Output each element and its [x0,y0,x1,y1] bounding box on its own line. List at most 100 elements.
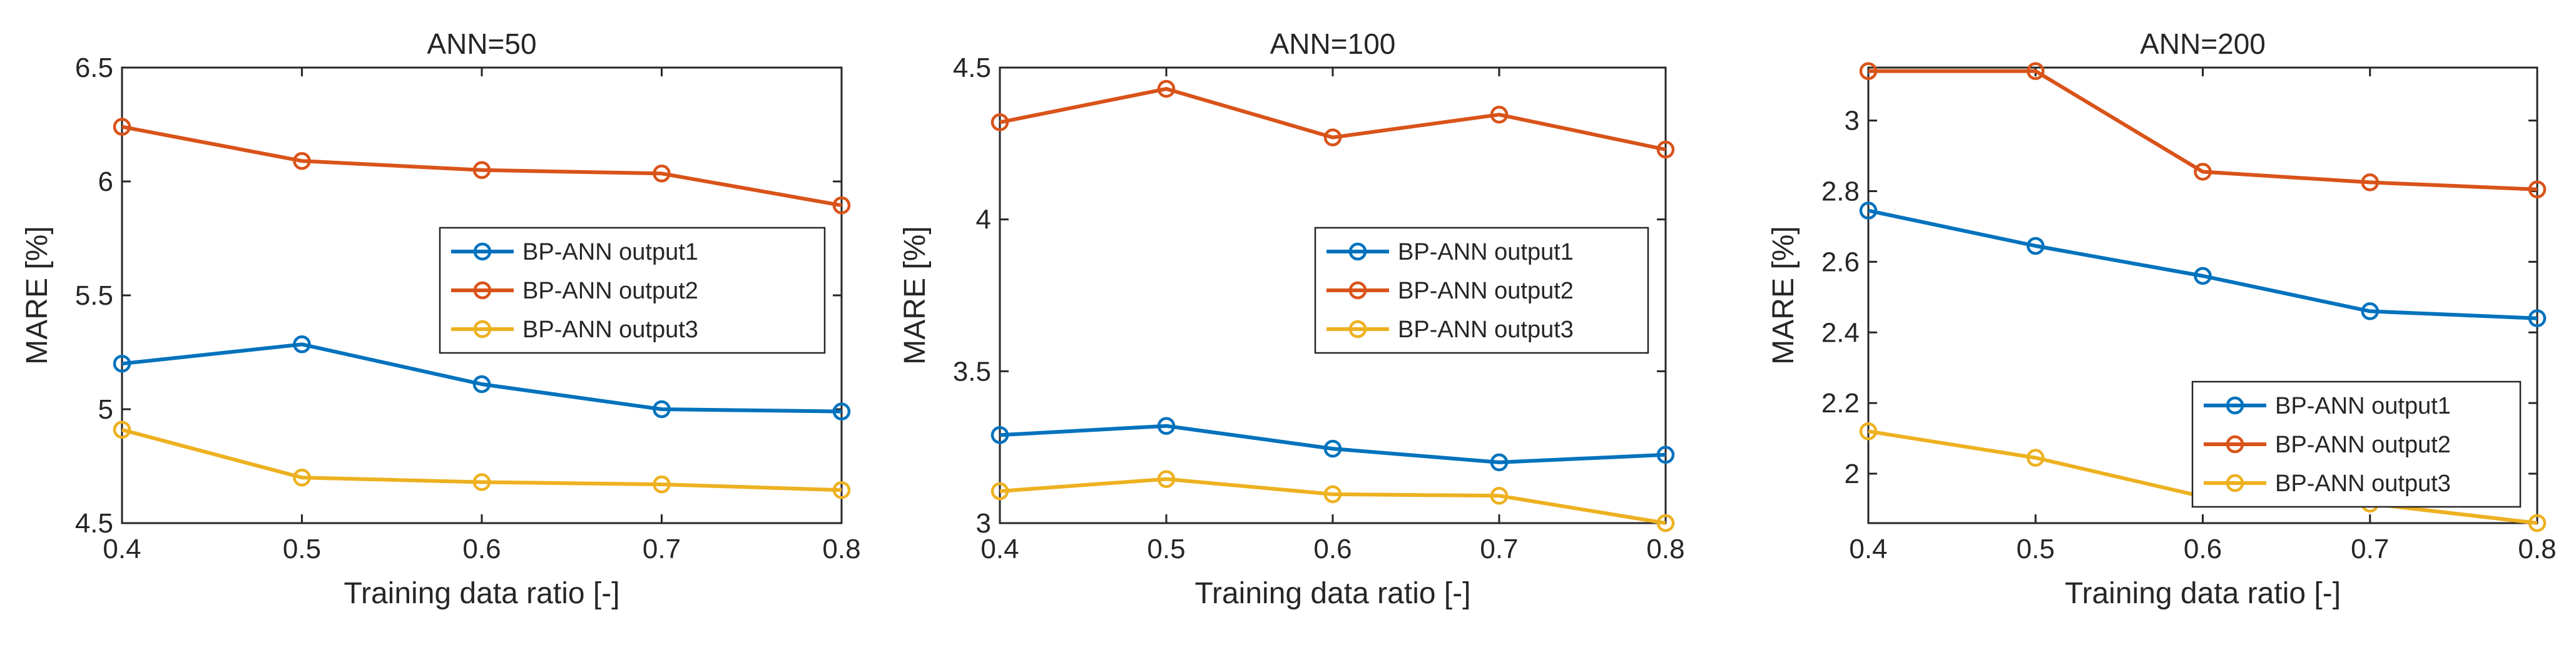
legend-label-output2: BP-ANN output2 [1398,278,1574,304]
legend: BP-ANN output1 BP-ANN output2 BP-ANN outpu… [1314,227,1649,354]
y-tick-label: 4 [976,205,991,235]
y-tick-label: 2.8 [1821,176,1860,207]
data-point-output2 [1859,62,1878,80]
data-point-output3 [653,475,671,494]
data-point-output1 [990,426,1009,444]
y-tick-label: 6.5 [75,53,113,83]
data-point-output3 [1323,485,1342,504]
legend-label-output1: BP-ANN output1 [522,239,698,265]
data-point-output3 [1490,487,1509,505]
data-point-output1 [1490,453,1509,472]
y-tick-label: 6 [98,166,113,197]
data-point-output2 [2361,173,2379,191]
data-point-output2 [2528,180,2547,198]
x-tick-label: 0.4 [103,534,141,564]
data-point-output3 [832,481,851,499]
series-line-output2 [999,87,1666,151]
legend-label-output3: BP-ANN output3 [1398,317,1574,343]
legend-marker-output3 [473,320,492,339]
legend-label-output3: BP-ANN output3 [522,317,698,343]
data-point-output2 [293,151,311,170]
data-point-output3 [472,473,491,491]
data-point-output3 [1656,514,1675,532]
y-tick-label: 3.5 [953,356,991,387]
x-tick-label: 0.8 [1646,534,1684,564]
y-axis-label: MARE [%] [1767,226,1800,364]
y-tick-label: 3 [976,508,991,539]
data-point-output2 [113,118,131,136]
data-point-output1 [1656,446,1675,464]
data-point-output3 [2027,449,2045,467]
legend-marker-output1 [1348,242,1367,261]
y-tick-label: 2.6 [1821,247,1860,277]
data-point-output1 [832,402,851,420]
data-point-output1 [2528,309,2547,327]
data-point-output2 [1323,128,1342,146]
legend-label-output1: BP-ANN output1 [1398,239,1574,265]
x-tick-label: 0.4 [1849,534,1887,564]
data-point-output3 [990,482,1009,501]
data-point-output1 [2361,302,2379,320]
legend-marker-output3 [1348,320,1367,339]
chart-title: ANN=50 [427,28,536,60]
legend-marker-output2 [1348,281,1367,300]
data-point-output1 [653,400,671,419]
x-tick-label: 0.7 [643,534,681,564]
x-tick-label: 0.4 [980,534,1019,564]
y-tick-label: 2.4 [1821,317,1860,348]
series-line-output3 [999,477,1666,525]
y-axis-label: MARE [%] [899,226,932,364]
data-point-output1 [2027,237,2045,255]
y-tick-label: 3 [1845,106,1860,136]
legend-marker-output3 [2226,474,2244,492]
data-point-output1 [2194,267,2212,285]
legend-marker-output1 [473,242,492,261]
legend-label-output2: BP-ANN output2 [522,278,698,304]
data-point-output2 [2027,62,2045,80]
data-point-output2 [653,165,671,183]
data-point-output1 [1859,201,1878,220]
chart-panel-3: ANN=200 0.4 0.5 0.6 0.7 0.8 2 2.2 2.4 2.6 2.8 3 Trai… [1767,28,2557,610]
y-tick-label: 2 [1845,459,1860,489]
x-tick-label: 0.6 [1313,534,1352,564]
x-tick-label: 0.6 [462,534,501,564]
x-tick-label: 0.6 [2184,534,2222,564]
data-point-output2 [1656,140,1675,159]
y-tick-label: 5 [98,394,113,425]
legend: BP-ANN output1 BP-ANN output2 BP-ANN outpu… [439,227,826,354]
chart-title: ANN=100 [1270,28,1396,60]
series-line-output3 [121,427,842,492]
x-tick-label: 0.5 [1147,534,1185,564]
x-tick-label: 0.7 [2351,534,2389,564]
data-point-output2 [990,113,1009,131]
series-line-output2 [1868,69,2538,191]
x-axis-label: Training data ratio [-] [1194,577,1470,610]
series-line-output1 [121,342,842,414]
data-point-output2 [472,161,491,180]
data-point-output2 [1490,105,1509,124]
y-axis-label: MARE [%] [21,226,54,364]
y-tick-label: 4.5 [75,508,113,539]
x-axis-label: Training data ratio [-] [2065,577,2341,610]
legend-marker-output2 [2226,435,2244,454]
chart-title: ANN=200 [2140,28,2266,60]
data-point-output3 [293,468,311,487]
series-line-output2 [121,125,842,208]
data-point-output1 [1323,439,1342,458]
data-point-output1 [1157,417,1176,435]
data-point-output2 [832,196,851,215]
data-point-output2 [1157,79,1176,98]
y-tick-label: 4.5 [953,53,991,83]
legend-marker-output1 [2226,396,2244,415]
x-tick-label: 0.8 [2518,534,2556,564]
data-point-output3 [113,420,131,439]
chart-panel-2: ANN=100 0.4 0.5 0.6 0.7 0.8 3 3.5 4 4.5 Training d… [899,28,1685,610]
data-point-output3 [1157,470,1176,488]
legend: BP-ANN output1 BP-ANN output2 BP-ANN outpu… [2191,380,2522,508]
legend-marker-output2 [473,281,492,300]
series-line-output1 [999,424,1666,464]
data-point-output2 [2194,163,2212,181]
x-tick-label: 0.5 [2017,534,2055,564]
data-point-output1 [293,335,311,354]
